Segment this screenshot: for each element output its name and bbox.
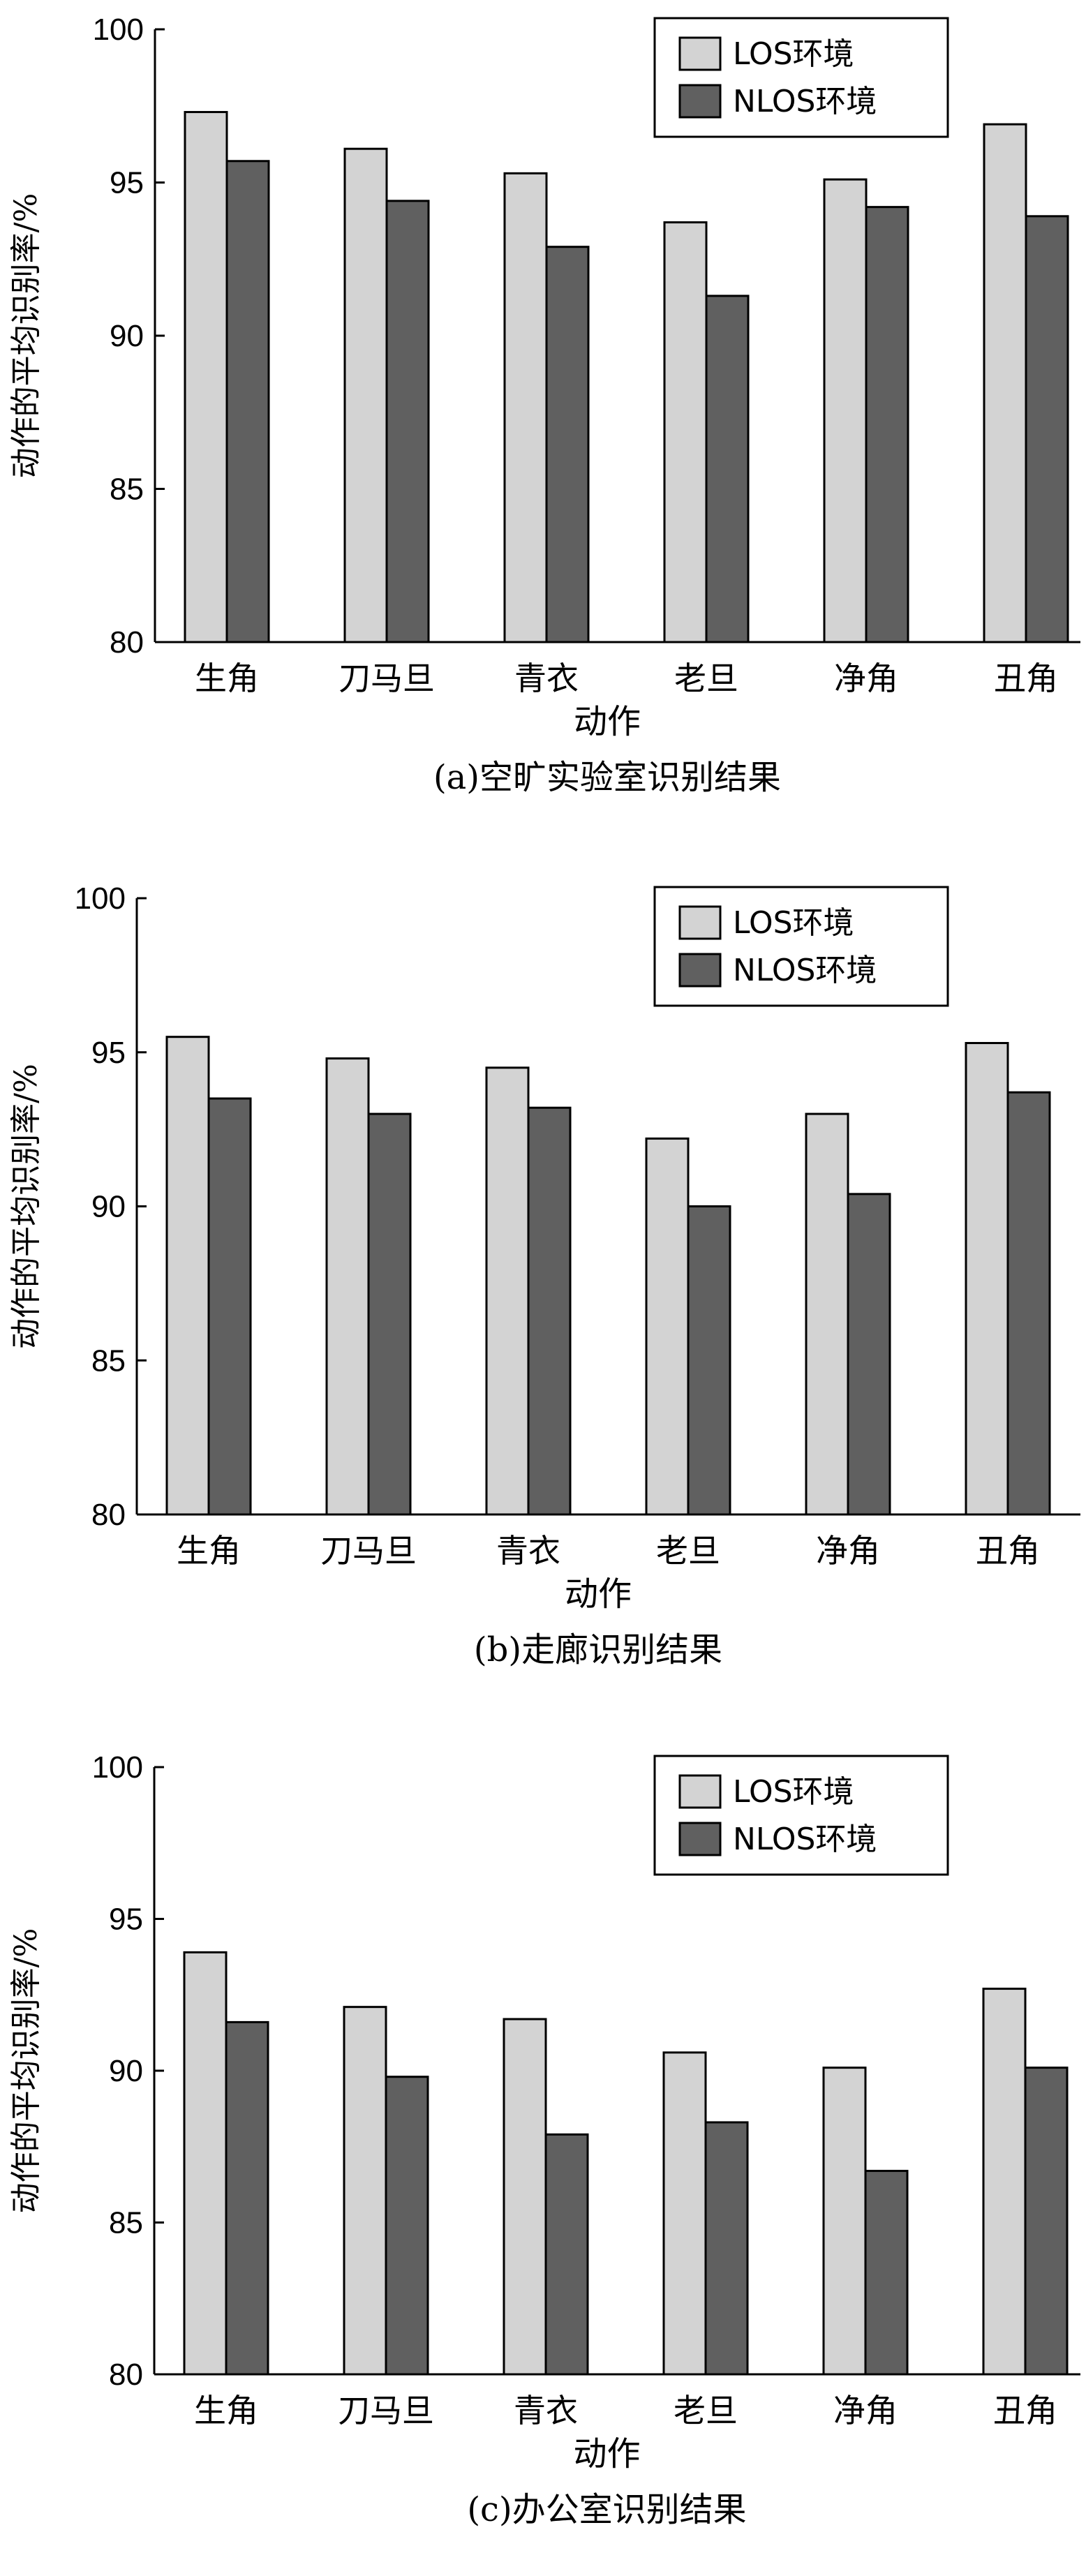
bar-los: [183, 1951, 228, 2376]
legend-swatch-nlos: [678, 953, 722, 988]
legend-label-nlos: NLOS环境: [733, 1822, 877, 1857]
x-tick-label: 生角: [194, 2392, 258, 2429]
bar-nlos: [705, 295, 750, 643]
y-tick-label: 100: [75, 881, 126, 916]
y-tick-label: 85: [110, 472, 144, 507]
legend-swatch-nlos: [678, 1822, 722, 1856]
bar-los: [503, 2018, 547, 2376]
bar-los: [965, 1042, 1009, 1516]
bar-los: [503, 172, 548, 643]
bar-nlos: [1024, 2067, 1069, 2376]
bar-nlos: [385, 200, 430, 643]
y-tick-label: 80: [110, 625, 144, 660]
x-tick-label: 丑角: [993, 2392, 1057, 2429]
y-axis-label: 动作的平均识别率/%: [8, 1064, 44, 1349]
bar-nlos: [225, 160, 270, 643]
bar-los: [343, 147, 388, 643]
bar-nlos: [527, 1106, 572, 1516]
chart-panel-a: 80 85 90 95 100 动作的平均识别率/% 生角 刀马旦 青衣 老旦 净角 丑角动作 (a)空…: [0, 0, 1086, 837]
bar-los: [343, 2006, 387, 2376]
chart-caption: (b)走廊识别结果: [474, 1630, 722, 1669]
legend-label-los: LOS环境: [733, 905, 854, 941]
legend-label-los: LOS环境: [733, 36, 854, 72]
x-tick-label: 老旦: [674, 660, 738, 697]
x-tick-label: 刀马旦: [320, 1532, 417, 1570]
bar-nlos: [865, 206, 909, 643]
bar-los: [485, 1066, 530, 1516]
x-tick-label: 净角: [834, 660, 898, 697]
y-axis-label: 动作的平均识别率/%: [8, 193, 44, 479]
y-tick-label: 100: [93, 13, 144, 47]
bar-nlos: [704, 2121, 749, 2376]
bar-nlos: [367, 1112, 412, 1516]
y-tick-label: 80: [91, 1498, 126, 1532]
x-tick-label: 刀马旦: [338, 2392, 434, 2429]
y-tick-label: 90: [110, 319, 144, 353]
bar-los: [805, 1112, 849, 1516]
x-tick-label: 净角: [816, 1532, 880, 1570]
x-tick-label: 生角: [177, 1532, 241, 1570]
x-axis-label: 动作: [574, 702, 641, 741]
y-tick-label: 80: [109, 2358, 143, 2392]
chart-caption: (c)办公室识别结果: [467, 2490, 746, 2529]
y-tick-label: 95: [110, 166, 144, 200]
legend-label-los: LOS环境: [733, 1774, 854, 1810]
chart-panel-c: 80 85 90 95 100 动作的平均识别率/% 生角 刀马旦 青衣 老旦 净角 丑角动作 (c)办…: [0, 1738, 1086, 2575]
x-axis-label: 动作: [573, 2434, 640, 2473]
bar-nlos: [207, 1097, 252, 1516]
bar-los: [822, 2067, 867, 2376]
legend-swatch-los: [678, 36, 722, 71]
x-tick-label: 生角: [195, 660, 259, 697]
legend: LOS环境 NLOS环境: [653, 17, 949, 138]
bar-nlos: [864, 2170, 909, 2376]
y-tick-label: 85: [109, 2206, 143, 2240]
bar-los: [165, 1036, 210, 1516]
bar-nlos: [1025, 215, 1069, 643]
x-tick-label: 刀马旦: [339, 660, 435, 697]
x-tick-label: 老旦: [674, 2392, 738, 2429]
bar-los: [184, 111, 228, 643]
bar-nlos: [225, 2020, 269, 2376]
bar-los: [662, 2051, 707, 2376]
bar-los: [823, 178, 868, 643]
legend: LOS环境 NLOS环境: [653, 1755, 949, 1876]
bar-los: [645, 1137, 690, 1516]
y-tick-label: 90: [109, 2054, 143, 2088]
bar-nlos: [1006, 1091, 1051, 1516]
bar-los: [983, 123, 1027, 643]
x-tick-label: 净角: [833, 2392, 898, 2429]
y-tick-label: 100: [92, 1750, 143, 1785]
y-tick-label: 95: [109, 1903, 143, 1937]
bar-nlos: [385, 2076, 429, 2376]
bar-nlos: [847, 1193, 891, 1516]
chart-caption: (a)空旷实验室识别结果: [433, 758, 781, 797]
x-tick-label: 青衣: [514, 660, 579, 697]
bar-nlos: [687, 1205, 731, 1516]
legend-label-nlos: NLOS环境: [733, 953, 877, 988]
legend-swatch-los: [678, 905, 722, 940]
x-tick-label: 青衣: [496, 1532, 560, 1570]
y-axis-label: 动作的平均识别率/%: [8, 1928, 44, 2214]
bar-nlos: [544, 2133, 589, 2376]
x-tick-label: 青衣: [514, 2392, 578, 2429]
chart-panel-b: 80 85 90 95 100 动作的平均识别率/% 生角 刀马旦 青衣 老旦 净角 丑角动作 (b)走…: [0, 869, 1086, 1706]
x-tick-label: 丑角: [976, 1532, 1040, 1570]
legend: LOS环境 NLOS环境: [653, 886, 949, 1007]
y-tick-label: 90: [91, 1190, 126, 1224]
legend-swatch-nlos: [678, 84, 722, 119]
x-tick-label: 丑角: [994, 660, 1058, 697]
legend-label-nlos: NLOS环境: [733, 84, 877, 119]
bar-los: [982, 1988, 1027, 2376]
bar-los: [663, 221, 708, 643]
x-tick-label: 老旦: [656, 1532, 720, 1570]
bar-los: [325, 1057, 370, 1516]
legend-swatch-los: [678, 1774, 722, 1809]
bar-nlos: [545, 246, 590, 643]
x-axis-label: 动作: [565, 1574, 632, 1614]
y-tick-label: 95: [91, 1036, 126, 1070]
y-tick-label: 85: [91, 1343, 126, 1378]
